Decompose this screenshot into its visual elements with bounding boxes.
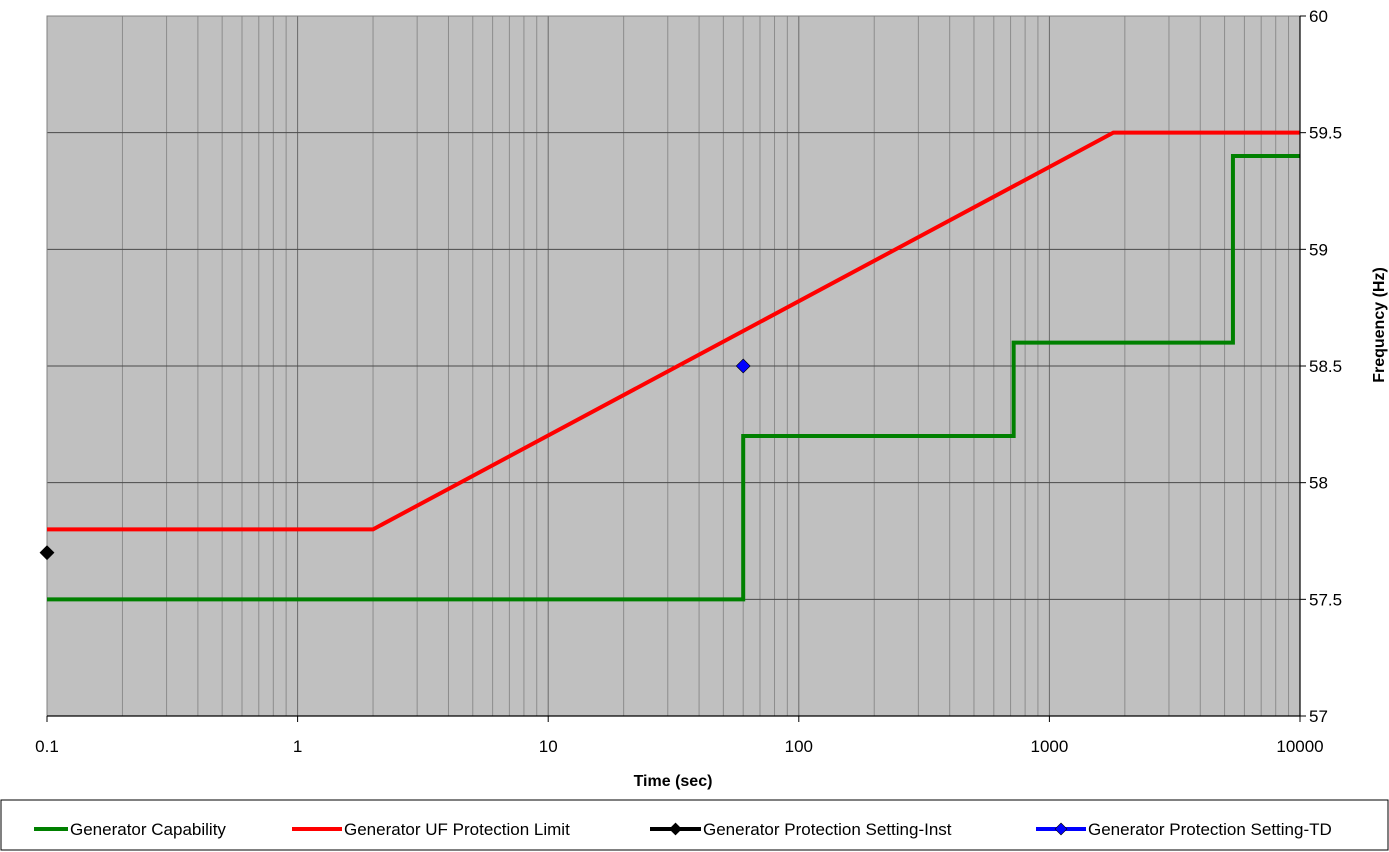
legend: Generator Capability Generator UF Protect… [34,820,1332,839]
series-line-generator-uf-protection-limit [47,130,1300,532]
series-line-generator-capability [47,154,1300,602]
x-tick-label: 10000 [1276,737,1323,756]
tick-labels: 0.1 1 10 100 1000 10000 57 57.5 58 58.5 59 59.5 60 [35,7,1342,756]
legend-marker-generator-protection-setting-inst [669,822,682,836]
x-tick-label: 0.1 [35,737,59,756]
x-tick-label: 10 [539,737,558,756]
y-tick-label: 59.5 [1309,124,1342,143]
y-tick-label: 58 [1309,474,1328,493]
y-tick-label: 58.5 [1309,357,1342,376]
legend-label-generator-capability: Generator Capability [70,820,226,839]
legend-label-generator-uf-protection-limit: Generator UF Protection Limit [344,820,570,839]
y-axis-title: Frequency (Hz) [1371,267,1388,383]
x-tick-label: 1 [293,737,302,756]
series-layer [39,130,1300,602]
x-tick-label: 1000 [1030,737,1068,756]
data-point-generator-protection-setting-inst [39,545,55,561]
x-tick-label: 100 [785,737,813,756]
y-tick-label: 60 [1309,7,1328,26]
legend-label-generator-protection-setting-inst: Generator Protection Setting-Inst [703,820,952,839]
y-tick-label: 57.5 [1309,590,1342,609]
legend-label-generator-protection-setting-td: Generator Protection Setting-TD [1088,820,1332,839]
y-tick-label: 57 [1309,707,1328,726]
y-tick-label: 59 [1309,240,1328,259]
data-point-generator-protection-setting-td [735,358,751,374]
x-axis-title: Time (sec) [634,773,713,790]
axes [46,15,1306,722]
legend-marker-generator-protection-setting-td [1054,822,1068,836]
legend-box [0,799,1389,851]
